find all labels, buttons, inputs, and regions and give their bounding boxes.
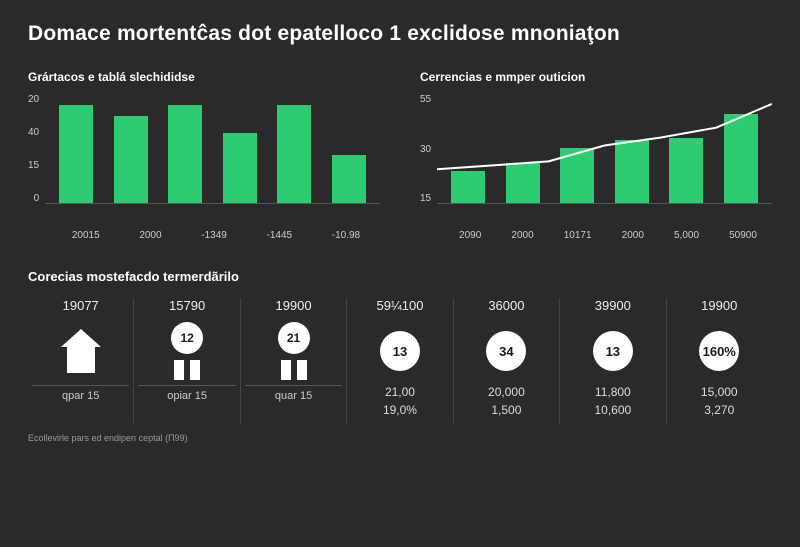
chart-left-plot — [45, 94, 380, 204]
info-cell: 15790 12 opiar 15 — [134, 298, 240, 423]
y-tick: 0 — [34, 193, 40, 204]
info-top-value: 19900 — [671, 298, 768, 313]
info-bot-value: 19,0% — [351, 403, 448, 417]
info-bot-value: 10,600 — [564, 403, 661, 417]
x-tick: 2090 — [459, 230, 481, 241]
info-top-value: 19077 — [32, 298, 129, 313]
y-tick: 55 — [420, 94, 431, 105]
info-cell: 19900 21 quar 15 — [241, 298, 347, 423]
x-tick: 50900 — [729, 230, 757, 241]
y-tick: 15 — [420, 193, 431, 204]
info-mid-value: 21,00 — [351, 385, 448, 399]
info-foot-label: qpar 15 — [32, 385, 129, 402]
bar — [724, 114, 758, 203]
info-row: 19077 qpar 15 15790 12 opiar 15 19900 21 quar 1… — [28, 298, 772, 423]
combo-icon: 12 — [171, 322, 203, 380]
info-icon-slot: 160% — [671, 323, 768, 379]
bar — [332, 155, 366, 203]
chart-left-title: Grártacos e tablá slechididse — [28, 70, 380, 84]
y-tick: 40 — [28, 127, 39, 138]
bar — [168, 105, 202, 203]
chart-right-yaxis: 55 30 15 — [420, 94, 437, 204]
info-top-value: 36000 — [458, 298, 555, 313]
bar — [59, 105, 93, 203]
chart-left: Grártacos e tablá slechididse 20 40 15 0 20… — [28, 70, 380, 241]
info-section-title: Corecias mostefacdo termerdãrilo — [28, 269, 772, 284]
info-cell: 19900 160% 15,000 3,270 — [667, 298, 772, 423]
bar — [669, 138, 703, 203]
house-icon — [61, 329, 101, 373]
pillars-icon — [174, 360, 200, 380]
circle-value: 12 — [171, 322, 203, 354]
y-tick: 15 — [28, 160, 39, 171]
info-top-value: 39900 — [564, 298, 661, 313]
bar — [277, 105, 311, 203]
info-bot-value: 1,500 — [458, 403, 555, 417]
info-mid-value: 15,000 — [671, 385, 768, 399]
info-mid-value: 20,000 — [458, 385, 555, 399]
x-tick: -10.98 — [332, 230, 360, 241]
bar — [451, 171, 485, 203]
info-icon-slot: 13 — [564, 323, 661, 379]
info-foot-label: opiar 15 — [138, 385, 235, 402]
info-foot-label: quar 15 — [245, 385, 342, 402]
info-icon-slot: 34 — [458, 323, 555, 379]
circle-value: 34 — [486, 331, 526, 371]
x-tick: 2000 — [511, 230, 533, 241]
info-cell: 36000 34 20,000 1,500 — [454, 298, 560, 423]
info-top-value: 15790 — [138, 298, 235, 313]
x-tick: 2000 — [622, 230, 644, 241]
footnote: Ecollevirle pars ed endipen ceptal (П99) — [28, 433, 772, 443]
info-icon-slot: 13 — [351, 323, 448, 379]
info-top-value: 59¼100 — [351, 298, 448, 313]
info-top-value: 19900 — [245, 298, 342, 313]
pillar — [297, 360, 307, 380]
circle-value: 13 — [380, 331, 420, 371]
chart-right-area: 55 30 15 — [420, 94, 772, 224]
x-tick: -1445 — [266, 230, 292, 241]
charts-row: Grártacos e tablá slechididse 20 40 15 0 20… — [28, 70, 772, 241]
chart-right-xaxis: 2090 2000 10171 2000 5,000 50900 — [420, 230, 772, 241]
info-icon-slot: 21 — [245, 323, 342, 379]
info-icon-slot — [32, 323, 129, 379]
pillar — [174, 360, 184, 380]
pillar — [190, 360, 200, 380]
y-tick: 30 — [420, 144, 431, 155]
chart-right-bars — [437, 94, 772, 203]
info-cell: 59¼100 13 21,00 19,0% — [347, 298, 453, 423]
info-icon-slot: 12 — [138, 323, 235, 379]
info-cell: 19077 qpar 15 — [28, 298, 134, 423]
bar — [560, 148, 594, 203]
y-tick: 20 — [28, 94, 39, 105]
chart-left-bars — [45, 94, 380, 203]
chart-right: Cerrencias e mmper outicion 553015 20902… — [420, 70, 772, 241]
bar — [615, 140, 649, 203]
circle-value: 21 — [278, 322, 310, 354]
bar — [114, 116, 148, 203]
pillars-icon — [281, 360, 307, 380]
x-tick: 20015 — [72, 230, 100, 241]
pillar — [281, 360, 291, 380]
chart-right-plot — [437, 94, 772, 204]
info-cell: 39900 13 11,800 10,600 — [560, 298, 666, 423]
combo-icon: 21 — [278, 322, 310, 380]
bar — [506, 163, 540, 203]
chart-left-area: 20 40 15 0 — [28, 94, 380, 224]
chart-left-yaxis: 20 40 15 0 — [28, 94, 45, 204]
chart-left-xaxis: 20015 2000 -1349 -1445 -10.98 — [28, 230, 380, 241]
x-tick: 10171 — [564, 230, 592, 241]
info-section: Corecias mostefacdo termerdãrilo 19077 qp… — [28, 269, 772, 423]
x-tick: -1349 — [201, 230, 227, 241]
circle-value: 160% — [699, 331, 739, 371]
chart-right-title: Cerrencias e mmper outicion — [420, 70, 772, 84]
x-tick: 5,000 — [674, 230, 699, 241]
x-tick: 2000 — [139, 230, 161, 241]
page-title: Domace mortentĉas dot epatelloco 1 excli… — [28, 22, 772, 46]
circle-value: 13 — [593, 331, 633, 371]
info-mid-value: 11,800 — [564, 385, 661, 399]
info-bot-value: 3,270 — [671, 403, 768, 417]
bar — [223, 133, 257, 203]
